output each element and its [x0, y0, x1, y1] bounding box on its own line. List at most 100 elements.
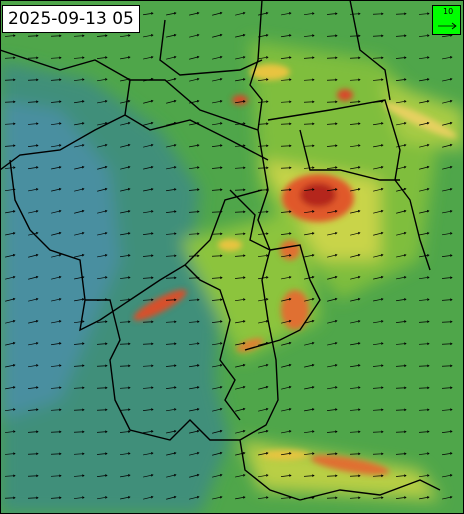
wind-arrow: [142, 408, 154, 411]
wind-arrow: [212, 122, 223, 126]
wind-arrow: [418, 364, 430, 368]
wind-arrow: [28, 364, 39, 368]
wind-arrow: [395, 78, 407, 81]
wind-arrow: [349, 452, 361, 456]
wind-arrow: [234, 166, 246, 170]
wind-arrow: [165, 342, 177, 346]
wind-arrow: [143, 99, 154, 104]
wind-arrow: [166, 99, 177, 104]
wind-arrow: [97, 100, 108, 104]
wind-arrow: [258, 429, 269, 434]
wind-arrow: [280, 100, 292, 104]
wind-arrow: [96, 474, 108, 477]
wind-arrow: [235, 55, 246, 60]
wind-arrow: [142, 386, 154, 390]
wind-arrow: [51, 342, 62, 346]
wind-arrow: [349, 386, 361, 389]
wind-arrow: [373, 187, 384, 192]
wind-arrow: [96, 452, 108, 455]
wind-arrow: [27, 496, 39, 500]
wind-arrow: [326, 56, 338, 60]
wind-arrow: [4, 144, 16, 148]
wind-arrow: [303, 56, 315, 60]
wind-arrow: [350, 166, 361, 170]
wind-arrow: [166, 451, 177, 456]
wind-arrow: [142, 276, 154, 280]
wind-arrow: [280, 474, 292, 477]
wind-arrow: [166, 166, 177, 170]
wind-arrow: [396, 298, 407, 302]
wind-arrow: [349, 56, 361, 60]
wind-arrow: [304, 275, 315, 280]
wind-arrow: [418, 386, 430, 390]
wind-arrow: [327, 231, 338, 236]
wind-arrow: [73, 342, 85, 345]
border: [229, 189, 271, 251]
wind-arrow: [119, 408, 131, 412]
wind-arrow: [235, 407, 246, 412]
hot-spot: [250, 64, 290, 80]
wind-arrow: [166, 143, 177, 148]
wind-arrow: [419, 121, 430, 126]
wind-arrow: [395, 364, 407, 368]
wind-arrow: [419, 143, 430, 148]
wind-arrow: [97, 209, 108, 214]
wind-arrow: [235, 11, 246, 16]
wind-arrow: [4, 166, 16, 169]
wind-arrow: [212, 77, 223, 82]
wind-arrow: [326, 100, 338, 104]
wind-arrow: [28, 319, 39, 324]
wind-arrow: [395, 452, 407, 456]
wind-arrow: [50, 386, 62, 390]
wind-arrow: [418, 408, 430, 412]
wind-arrow: [189, 429, 200, 434]
wind-arrow: [303, 12, 315, 16]
wind-arrow: [165, 254, 177, 258]
wind-arrow: [51, 166, 62, 170]
wind-arrow: [27, 34, 39, 38]
wind-arrow: [326, 12, 338, 15]
wind-arrow: [419, 496, 430, 500]
wind-arrow: [257, 166, 269, 170]
wind-arrow: [119, 276, 131, 279]
wind-arrow: [349, 474, 361, 478]
wind-arrow: [280, 78, 292, 82]
wind-arrow: [303, 34, 315, 37]
wind-arrow: [235, 496, 246, 500]
wind-arrow: [97, 496, 108, 500]
wind-arrow: [165, 276, 177, 280]
wind-arrow: [143, 495, 154, 500]
wind-arrow: [96, 342, 108, 346]
hot-spot: [337, 89, 353, 101]
wind-arrow: [418, 298, 430, 301]
wind-arrow: [441, 364, 453, 368]
wind-arrow: [27, 386, 39, 389]
hot-spot: [133, 289, 187, 321]
wind-arrow: [349, 78, 361, 82]
wind-arrow: [327, 210, 338, 214]
wind-arrow: [142, 232, 154, 236]
wind-arrow: [73, 34, 85, 38]
wind-arrow: [5, 386, 16, 390]
wind-arrow: [281, 276, 292, 280]
hot-spot: [300, 183, 336, 207]
wind-arrow: [441, 298, 453, 302]
wind-arrow: [281, 297, 292, 302]
wind-arrow: [189, 77, 200, 82]
wind-arrow: [441, 276, 453, 279]
wind-arrow: [96, 298, 108, 301]
wind-arrow: [258, 474, 269, 478]
wind-arrow: [234, 298, 246, 302]
wind-arrow: [74, 143, 85, 148]
wind-arrow: [349, 496, 361, 500]
wind-arrow: [372, 78, 384, 82]
wind-arrow: [73, 408, 85, 412]
wind-arrow: [189, 473, 200, 478]
wind-arrow: [442, 56, 453, 60]
wind-arrow: [395, 496, 407, 499]
wind-arrow: [280, 144, 292, 148]
wind-arrow: [442, 187, 453, 192]
wind-arrow: [50, 100, 62, 103]
wind-arrow: [119, 342, 131, 346]
